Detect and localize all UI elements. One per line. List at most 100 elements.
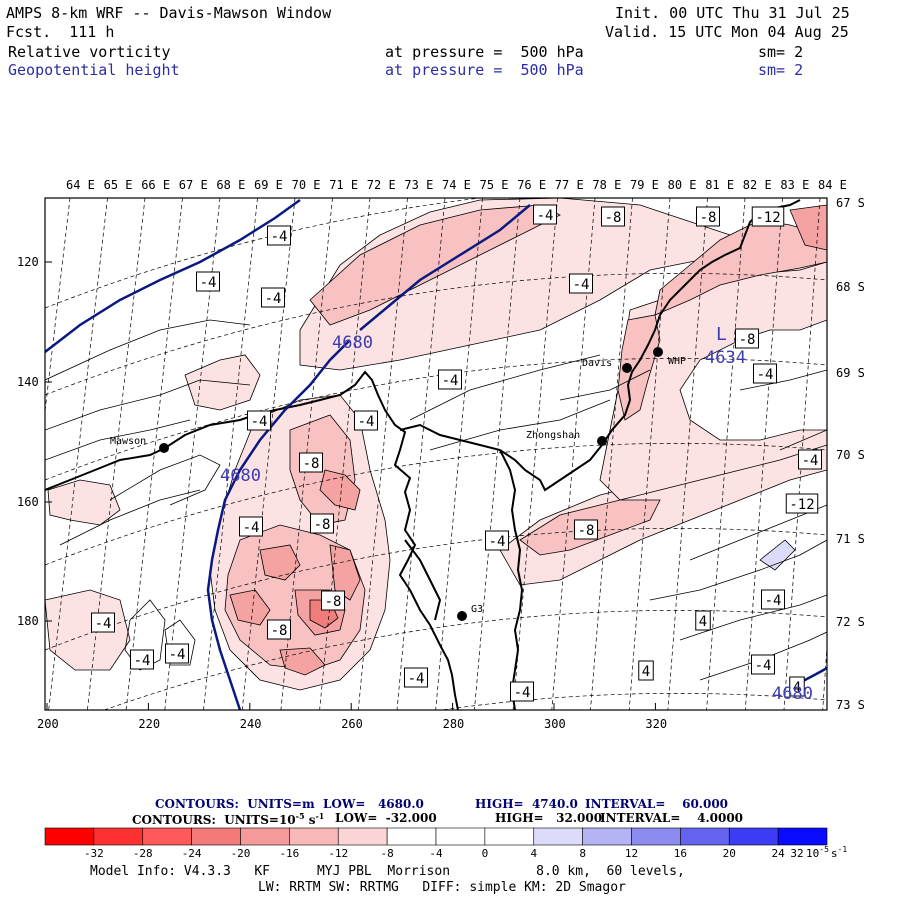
vorticity-label: -8 <box>700 210 717 226</box>
x-axis-labels: 200 220 240 260 280 300 320 <box>37 717 667 731</box>
longitude-label: 71 E <box>329 178 358 192</box>
plot-frame <box>44 197 828 711</box>
longitude-label: 70 E <box>292 178 321 192</box>
vorticity-label: 4 <box>793 680 801 696</box>
vorticity-label-box <box>267 225 291 246</box>
stations: Mawson Davis WHP Zhongshan G3 <box>110 347 686 621</box>
low-pressure-marker: L <box>716 324 727 345</box>
height-label: 4634 <box>705 348 746 368</box>
vorticity-label-box <box>569 273 593 294</box>
colorbar-cell <box>728 827 779 846</box>
colorbar-labels: -32 -28 -24 -20 -16 -12 -8 -4 0 4 8 12 16 20 24 32 <box>84 847 804 860</box>
colorbar-cell <box>240 827 290 846</box>
y-tick-label: 140 <box>17 375 39 389</box>
vorticity-label: 4 <box>699 614 707 630</box>
map-title: AMPS 8-km WRF -- Davis-Mawson Window <box>6 4 332 22</box>
longitude-label: 76 E <box>517 178 546 192</box>
vorticity-label: -4 <box>765 593 782 609</box>
vorticity-label: -8 <box>578 523 595 539</box>
colorbar-cell <box>289 827 339 846</box>
vorticity-label-box <box>267 619 291 640</box>
init-time: Init. 00 UTC Thu 31 Jul 25 <box>615 4 850 22</box>
vorticity-label: -8 <box>314 517 331 533</box>
colorbar-label: 32 <box>790 847 803 860</box>
colorbar-label: 16 <box>674 847 687 860</box>
vorticity-label: -4 <box>514 685 531 701</box>
vorticity-label-box <box>751 206 785 227</box>
coastline <box>45 199 801 710</box>
vorticity-label-box <box>789 676 805 697</box>
vorticity-shading <box>45 198 827 691</box>
colorbar-unit: 10-5 s-1 <box>806 845 847 860</box>
colorbar-label: -8 <box>381 847 394 860</box>
vorticity-label: -4 <box>442 373 459 389</box>
x-tick-label: 220 <box>138 717 160 731</box>
vorticity-label-box <box>601 206 625 227</box>
longitude-label: 74 E <box>442 178 471 192</box>
x-tick-label: 260 <box>341 717 363 731</box>
latitude-label: 68 S <box>836 280 865 294</box>
x-tick-label: 320 <box>645 717 667 731</box>
vorticity-label-box <box>695 610 711 631</box>
colorbar-cell <box>631 827 681 846</box>
colorbar-label: -12 <box>328 847 348 860</box>
longitude-label: 65 E <box>104 178 133 192</box>
colorbar-cell <box>582 827 632 846</box>
model-info-line1: Model Info: V4.3.3 KF MYJ PBL Morrison 8… <box>90 864 685 879</box>
colorbar-cell <box>191 827 241 846</box>
vorticity-label-box <box>247 410 271 431</box>
longitude-label: 78 E <box>592 178 621 192</box>
longitude-label: 79 E <box>630 178 659 192</box>
longitude-label: 72 E <box>367 178 396 192</box>
colorbar-cell <box>680 827 730 846</box>
vorticity-label: -4 <box>134 653 151 669</box>
station-label: Zhongshan <box>526 430 580 441</box>
vorticity-label-box <box>533 204 557 225</box>
latitude-label: 69 S <box>836 366 865 380</box>
graticule <box>45 198 827 710</box>
colorbar-label: -16 <box>279 847 299 860</box>
field2-smoothing: sm= 2 <box>758 61 804 79</box>
colorbar-cell <box>337 827 388 846</box>
vorticity-label-box <box>165 643 189 664</box>
field2-name: Geopotential height <box>8 61 180 79</box>
longitude-label: 67 E <box>179 178 208 192</box>
colorbar-cell <box>93 827 144 846</box>
colorbar-label: 24 <box>772 847 786 860</box>
x-tick-label: 240 <box>240 717 262 731</box>
latitude-label: 67 S <box>836 196 865 210</box>
latitude-label: 73 S <box>836 698 865 712</box>
vorticity-label: -8 <box>303 456 320 472</box>
longitude-label: 69 E <box>254 178 283 192</box>
vorticity-label: -4 <box>573 277 590 293</box>
vorticity-label: -8 <box>605 210 622 226</box>
vorticity-label: -4 <box>265 291 282 307</box>
vorticity-labels: -4 -4 -4 -4 -4 -4 -4 -4 -4 -4 -4 -4 -4 -4 -4 -4 -4 -4 -8 -8… <box>91 204 822 702</box>
colorbar-label: -20 <box>231 847 251 860</box>
vorticity-label: -4 <box>755 658 772 674</box>
vorticity-label-box <box>510 681 534 702</box>
colorbar-label: 8 <box>579 847 586 860</box>
colorbar-cell <box>386 827 437 846</box>
longitude-label: 80 E <box>668 178 697 192</box>
model-info-line2: LW: RRTM SW: RRTMG DIFF: simple KM: 2D S… <box>258 880 626 895</box>
station-label: Davis <box>582 358 612 369</box>
colorbar-cell <box>44 827 95 846</box>
station-label: WHP <box>668 356 686 367</box>
vorticity-label-box <box>261 287 285 308</box>
vorticity-label-box <box>310 513 334 534</box>
vorticity-label-box <box>798 449 822 470</box>
vorticity-label: -8 <box>271 623 288 639</box>
x-tick-label: 300 <box>544 717 566 731</box>
colorbar-label: 20 <box>723 847 736 860</box>
vorticity-label: -12 <box>755 210 780 226</box>
vorticity-label: -4 <box>200 275 217 291</box>
vorticity-label-box <box>753 363 777 384</box>
vorticity-label-box <box>321 590 345 611</box>
vorticity-label: -8 <box>325 594 342 610</box>
vorticity-label: -4 <box>358 414 375 430</box>
longitude-label: 83 E <box>780 178 809 192</box>
vorticity-label: -4 <box>251 414 268 430</box>
vorticity-label-box <box>404 667 428 688</box>
